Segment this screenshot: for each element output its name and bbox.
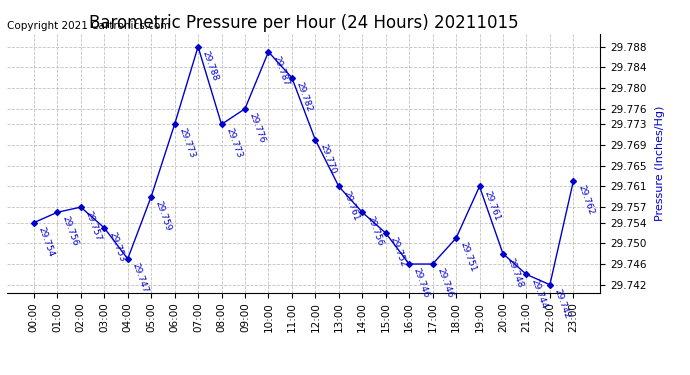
Text: 29.782: 29.782 bbox=[295, 81, 314, 113]
Text: 29.746: 29.746 bbox=[435, 267, 455, 299]
Text: 29.746: 29.746 bbox=[412, 267, 431, 299]
Text: 29.761: 29.761 bbox=[482, 189, 502, 222]
Text: 29.762: 29.762 bbox=[576, 184, 595, 217]
Text: 29.748: 29.748 bbox=[506, 256, 525, 289]
Text: 29.747: 29.747 bbox=[130, 262, 150, 294]
Text: 29.773: 29.773 bbox=[224, 127, 244, 160]
Text: 29.742: 29.742 bbox=[553, 288, 572, 320]
Y-axis label: Pressure (Inches/Hg): Pressure (Inches/Hg) bbox=[655, 105, 665, 221]
Title: Barometric Pressure per Hour (24 Hours) 20211015: Barometric Pressure per Hour (24 Hours) … bbox=[89, 14, 518, 32]
Text: 29.756: 29.756 bbox=[365, 215, 384, 248]
Text: 29.753: 29.753 bbox=[107, 231, 126, 263]
Text: 29.788: 29.788 bbox=[201, 50, 220, 82]
Text: 29.754: 29.754 bbox=[37, 225, 56, 258]
Text: 29.770: 29.770 bbox=[318, 142, 337, 175]
Text: 29.759: 29.759 bbox=[154, 200, 173, 232]
Text: 29.751: 29.751 bbox=[459, 241, 478, 274]
Text: 29.752: 29.752 bbox=[388, 236, 408, 268]
Text: 29.776: 29.776 bbox=[248, 112, 267, 144]
Text: Copyright 2021 Cartronics.com: Copyright 2021 Cartronics.com bbox=[7, 21, 170, 31]
Text: 29.787: 29.787 bbox=[271, 55, 290, 87]
Text: 29.773: 29.773 bbox=[177, 127, 197, 160]
Text: 29.757: 29.757 bbox=[83, 210, 103, 243]
Text: 29.761: 29.761 bbox=[342, 189, 361, 222]
Text: 29.744: 29.744 bbox=[529, 277, 549, 310]
Text: 29.756: 29.756 bbox=[60, 215, 79, 248]
